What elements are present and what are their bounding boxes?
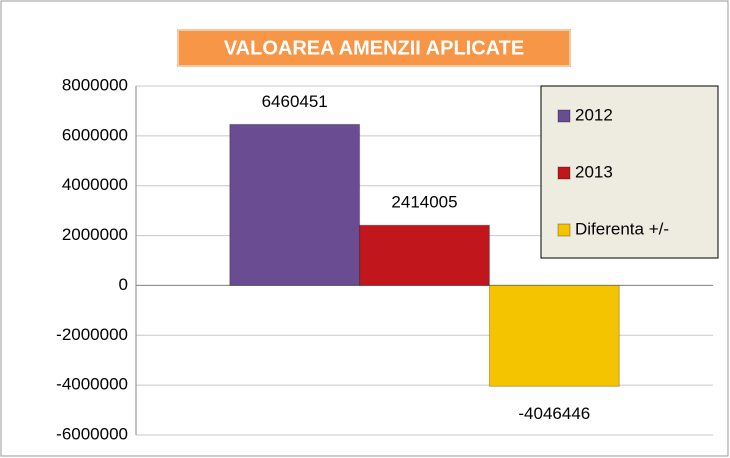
y-tick-label: 6000000 bbox=[62, 125, 128, 144]
bar bbox=[488, 284, 620, 387]
title-box bbox=[177, 29, 571, 67]
data-label: 2414005 bbox=[391, 193, 457, 212]
y-tick-label: 2000000 bbox=[62, 225, 128, 244]
chart-title: VALOAREA AMENZII APLICATE bbox=[224, 37, 524, 59]
legend-label: 2013 bbox=[575, 162, 613, 181]
legend-swatch bbox=[557, 109, 571, 123]
legend-swatch bbox=[557, 223, 571, 237]
legend-label: Diferenta +/- bbox=[575, 219, 669, 238]
data-label: 6460451 bbox=[262, 92, 328, 111]
bar bbox=[359, 224, 490, 286]
y-tick-label: 0 bbox=[119, 275, 128, 294]
data-label: -4046446 bbox=[518, 404, 590, 423]
legend-label: 2012 bbox=[575, 105, 613, 124]
y-tick-label: -2000000 bbox=[56, 325, 128, 344]
legend-box bbox=[540, 85, 719, 259]
legend-swatch bbox=[557, 166, 571, 180]
y-tick-label: -6000000 bbox=[56, 424, 128, 443]
y-tick-label: 8000000 bbox=[62, 75, 128, 94]
bar bbox=[229, 123, 361, 286]
y-tick-label: -4000000 bbox=[56, 375, 128, 394]
y-tick-label: 4000000 bbox=[62, 175, 128, 194]
